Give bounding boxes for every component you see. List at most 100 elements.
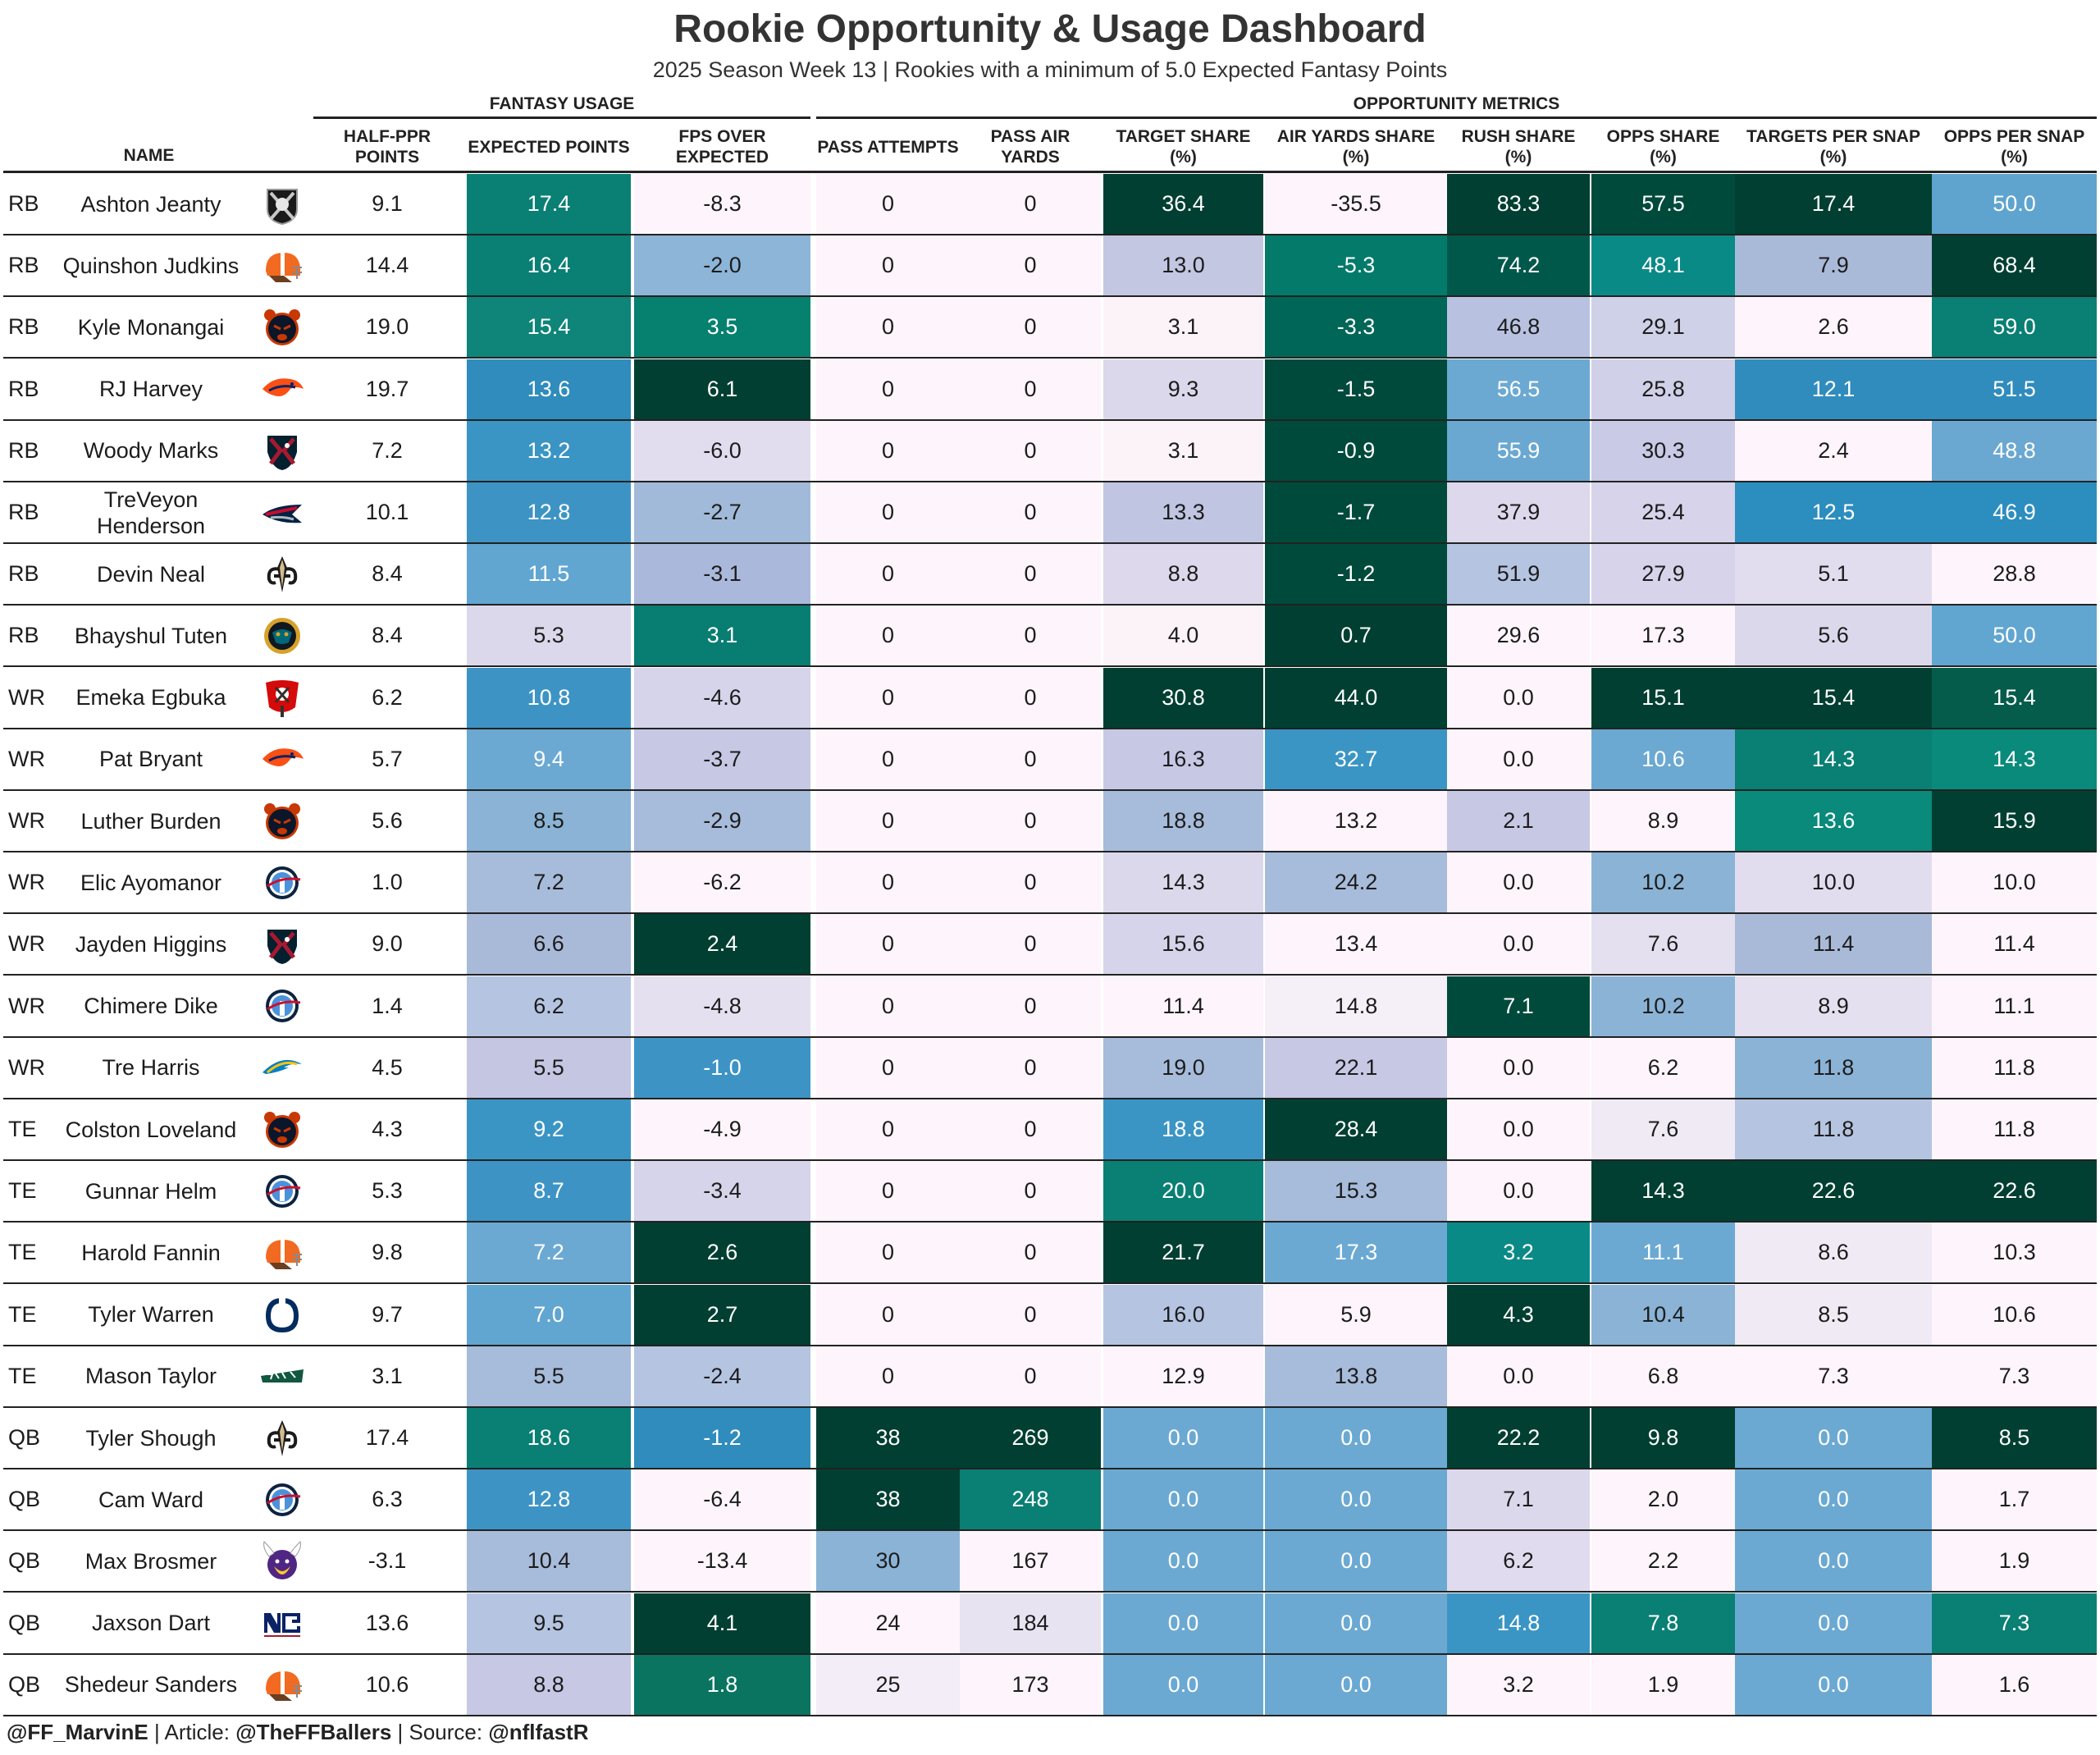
expected-cell: 7.0 [467,1284,631,1345]
target-share-cell: 0.0 [1103,1654,1263,1715]
tgt-snap-cell: 14.3 [1735,729,1932,789]
fps-over-cell: -3.7 [634,729,810,789]
expected-cell: 5.5 [467,1037,631,1098]
expected-cell: 18.6 [467,1408,631,1468]
opps-snap-cell: 59.0 [1932,297,2097,358]
pass-att-cell: 0 [816,667,960,728]
pass-att-cell: 0 [816,791,960,851]
buccaneers-logo-icon [253,668,311,728]
tgt-snap-cell: 0.0 [1735,1531,1932,1592]
target-share-cell: 19.0 [1103,1037,1263,1098]
table-row: WR Chimere Dike 1.4 6.2 -4.8 0 0 11.4 14.8 7.1 10.… [3,976,2097,1038]
pass-att-cell: 0 [816,235,960,296]
opps-snap-cell: 10.0 [1932,852,2097,913]
air-share-cell: -0.9 [1265,420,1447,481]
pass-air-cell: 0 [960,606,1101,666]
opps-snap-cell: 28.8 [1932,544,2097,605]
column-header-rush-share: RUSH SHARE (%) [1461,127,1576,167]
fps-over-cell: -1.0 [634,1037,810,1098]
footer-article: @TheFFBallers [235,1720,392,1744]
table-row: TE Harold Fannin 9.8 7.2 2.6 0 0 21.7 17.3 3.2 11.… [3,1223,2097,1285]
half-ppr-cell: 14.4 [365,253,409,278]
rush-share-cell: 37.9 [1447,482,1590,542]
bears-logo-icon [253,297,311,357]
pass-air-cell: 0 [960,791,1101,851]
player-name-cell: Emeka Egbuka [75,685,226,711]
half-ppr-cell: 6.3 [372,1487,403,1512]
air-share-cell: 15.3 [1265,1161,1447,1222]
target-share-cell: 36.4 [1103,174,1263,234]
pass-air-cell: 173 [960,1654,1101,1715]
table-row: TE Colston Loveland 4.3 9.2 -4.9 0 0 18.8 28.4 0.… [3,1099,2097,1161]
player-name-cell: Jayden Higgins [75,931,227,957]
opps-snap-cell: 14.3 [1932,729,2097,789]
position-cell: WR [8,870,45,895]
air-share-cell: 0.7 [1265,606,1447,666]
player-name-cell: Luther Burden [80,808,221,834]
page-title: Rookie Opportunity & Usage Dashboard [673,7,1427,51]
air-share-cell: 17.3 [1265,1223,1447,1283]
pass-att-cell: 0 [816,420,960,481]
pass-att-cell: 0 [816,1346,960,1406]
expected-cell: 8.5 [467,791,631,851]
half-ppr-cell: 6.2 [372,684,403,710]
pass-air-cell: 0 [960,976,1101,1036]
rush-share-cell: 46.8 [1447,297,1590,358]
fps-over-cell: 2.6 [634,1223,810,1283]
table-row: RB Kyle Monangai 19.0 15.4 3.5 0 0 3.1 -3.3 46.8 2… [3,297,2097,359]
tgt-snap-cell: 13.6 [1735,791,1932,851]
browns-logo-icon [253,235,311,295]
tgt-snap-cell: 10.0 [1735,852,1932,913]
saints-logo-icon [253,544,311,604]
tgt-snap-cell: 8.5 [1735,1284,1932,1345]
opps-snap-cell: 50.0 [1932,174,2097,234]
player-name-cell: Colston Loveland [65,1117,237,1142]
fps-over-cell: -2.0 [634,235,810,296]
rush-share-cell: 55.9 [1447,420,1590,481]
group-fantasy-usage: FANTASY USAGE [313,94,810,119]
bears-logo-icon [253,1099,311,1159]
player-name-cell: RJ Harvey [98,377,203,402]
pass-att-cell: 0 [816,544,960,605]
player-name-cell: Woody Marks [83,438,219,464]
expected-cell: 12.8 [467,482,631,542]
column-header-pass-att: PASS ATTEMPTS [817,137,959,157]
player-name-cell: Tyler Warren [88,1302,214,1328]
target-share-cell: 0.0 [1103,1593,1263,1653]
column-header-fps-over: FPS OVER EXPECTED [675,127,769,167]
tgt-snap-cell: 17.4 [1735,174,1932,234]
table-row: TE Mason Taylor 3.1 5.5 -2.4 0 0 12.9 13.8 0.0 6.8… [3,1346,2097,1408]
opps-share-cell: 7.6 [1591,1099,1735,1159]
expected-cell: 13.6 [467,359,631,419]
player-name-cell: Tyler Shough [85,1425,217,1451]
opps-share-cell: 2.0 [1591,1469,1735,1530]
table-row: WR Tre Harris 4.5 5.5 -1.0 0 0 19.0 22.1 0.0 6.2 11… [3,1037,2097,1099]
air-share-cell: 0.0 [1265,1531,1447,1592]
position-cell: TE [8,1117,37,1141]
table-row: RB Bhayshul Tuten 8.4 5.3 3.1 0 0 4.0 0.7 29.6 17.… [3,606,2097,668]
pass-att-cell: 0 [816,606,960,666]
rush-share-cell: 3.2 [1447,1223,1590,1283]
table-row: RB Ashton Jeanty 9.1 17.4 -8.3 0 0 36.4 -35.5 83.… [3,174,2097,235]
opps-share-cell: 2.2 [1591,1531,1735,1592]
opps-share-cell: 17.3 [1591,606,1735,666]
opps-snap-cell: 68.4 [1932,235,2097,296]
fps-over-cell: 6.1 [634,359,810,419]
opps-snap-cell: 51.5 [1932,359,2097,419]
table-row: RB Devin Neal 8.4 11.5 -3.1 0 0 8.8 -1.2 51.9 27.9… [3,544,2097,606]
rush-share-cell: 7.1 [1447,976,1590,1036]
expected-cell: 15.4 [467,297,631,358]
rush-share-cell: 22.2 [1447,1408,1590,1468]
pass-att-cell: 24 [816,1593,960,1653]
target-share-cell: 0.0 [1103,1469,1263,1530]
position-cell: RB [8,253,39,278]
bears-logo-icon [253,791,311,851]
target-share-cell: 0.0 [1103,1531,1263,1592]
player-name-cell: Gunnar Helm [84,1178,217,1204]
target-share-cell: 13.3 [1103,482,1263,542]
air-share-cell: 13.2 [1265,791,1447,851]
fps-over-cell: -4.6 [634,667,810,728]
pass-air-cell: 0 [960,297,1101,358]
rush-share-cell: 3.2 [1447,1654,1590,1715]
fps-over-cell: -6.0 [634,420,810,481]
